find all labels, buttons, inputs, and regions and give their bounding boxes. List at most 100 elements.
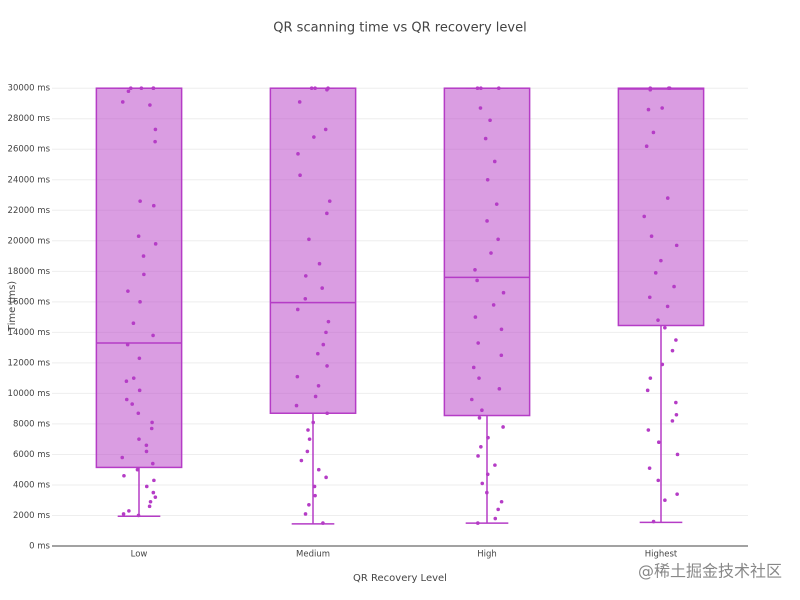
data-point — [656, 318, 660, 322]
data-point — [153, 242, 158, 246]
data-point — [152, 478, 156, 483]
y-tick-label: 0 ms — [29, 542, 50, 552]
x-tick-label: Low — [131, 550, 148, 560]
data-point — [674, 400, 678, 405]
data-point — [297, 100, 302, 104]
data-point — [150, 420, 154, 425]
y-tick-label: 4000 ms — [13, 480, 51, 490]
data-point — [312, 135, 316, 139]
data-point — [299, 458, 304, 463]
data-point — [656, 440, 661, 445]
data-point — [647, 466, 652, 470]
data-point — [306, 428, 310, 432]
data-point — [675, 492, 679, 496]
data-point — [480, 481, 485, 486]
data-point — [666, 86, 671, 91]
data-point — [137, 356, 142, 361]
data-point — [303, 274, 308, 278]
data-point — [144, 449, 149, 454]
y-tick-label: 6000 ms — [13, 450, 51, 460]
data-point — [148, 103, 152, 107]
data-point — [121, 512, 126, 516]
data-point — [501, 290, 506, 295]
watermark: @稀土掘金技术社区 — [638, 562, 782, 581]
data-point — [651, 519, 656, 524]
data-point — [477, 376, 481, 380]
x-tick-label: High — [477, 550, 497, 560]
data-point — [325, 411, 329, 416]
data-point — [672, 284, 676, 289]
data-point — [305, 449, 310, 454]
data-point — [128, 86, 133, 91]
data-point — [651, 130, 656, 135]
data-point — [307, 437, 312, 441]
data-point — [473, 315, 478, 319]
data-point — [646, 107, 651, 112]
data-point — [130, 402, 134, 406]
data-point — [483, 136, 488, 141]
y-tick-label: 20000 ms — [8, 236, 51, 246]
data-point — [656, 478, 661, 483]
data-point — [131, 321, 136, 326]
data-point — [124, 379, 129, 383]
y-tick-label: 16000 ms — [8, 297, 51, 307]
data-point — [674, 338, 678, 342]
data-point — [147, 504, 152, 509]
data-point — [136, 411, 141, 416]
data-point — [325, 211, 329, 216]
data-point — [476, 341, 480, 345]
data-point — [660, 106, 664, 110]
data-point — [312, 484, 317, 489]
data-point — [469, 397, 474, 402]
box — [95, 87, 183, 469]
y-tick-label: 24000 ms — [8, 175, 51, 185]
data-point — [321, 521, 325, 525]
data-point — [644, 144, 649, 148]
data-point — [313, 394, 318, 399]
data-point — [493, 516, 498, 521]
data-point — [144, 484, 149, 489]
data-point — [497, 387, 502, 391]
data-point — [313, 86, 317, 91]
data-point — [476, 521, 480, 525]
data-point — [491, 303, 496, 307]
data-point — [324, 475, 328, 480]
data-point — [476, 454, 480, 458]
data-point — [137, 388, 142, 393]
data-point — [489, 251, 493, 255]
data-point — [122, 474, 126, 478]
data-point — [125, 342, 130, 347]
data-point — [321, 342, 326, 347]
data-point — [317, 261, 322, 266]
data-point — [144, 443, 149, 448]
box — [617, 87, 705, 327]
data-point — [653, 271, 658, 275]
data-point — [313, 493, 317, 498]
data-point — [131, 376, 136, 380]
data-point — [499, 499, 504, 504]
data-point — [647, 295, 652, 300]
data-point — [325, 364, 329, 368]
data-point — [137, 437, 141, 441]
y-tick-label: 12000 ms — [8, 358, 51, 368]
data-point — [496, 507, 500, 512]
y-axis-title: Time (ms) — [7, 281, 18, 333]
data-point — [648, 376, 653, 380]
data-point — [674, 243, 679, 248]
data-point — [294, 403, 299, 408]
data-point — [153, 127, 158, 132]
data-point — [303, 296, 308, 301]
data-point — [480, 408, 484, 412]
data-point — [649, 234, 654, 239]
data-point — [141, 254, 146, 258]
data-point — [326, 319, 331, 324]
data-point — [316, 383, 321, 388]
data-point — [136, 234, 141, 239]
data-point — [295, 307, 300, 312]
data-point — [471, 365, 476, 370]
data-point — [485, 472, 490, 477]
data-point — [675, 452, 680, 457]
data-point — [135, 467, 140, 472]
data-point — [126, 89, 131, 94]
data-point — [151, 333, 155, 338]
